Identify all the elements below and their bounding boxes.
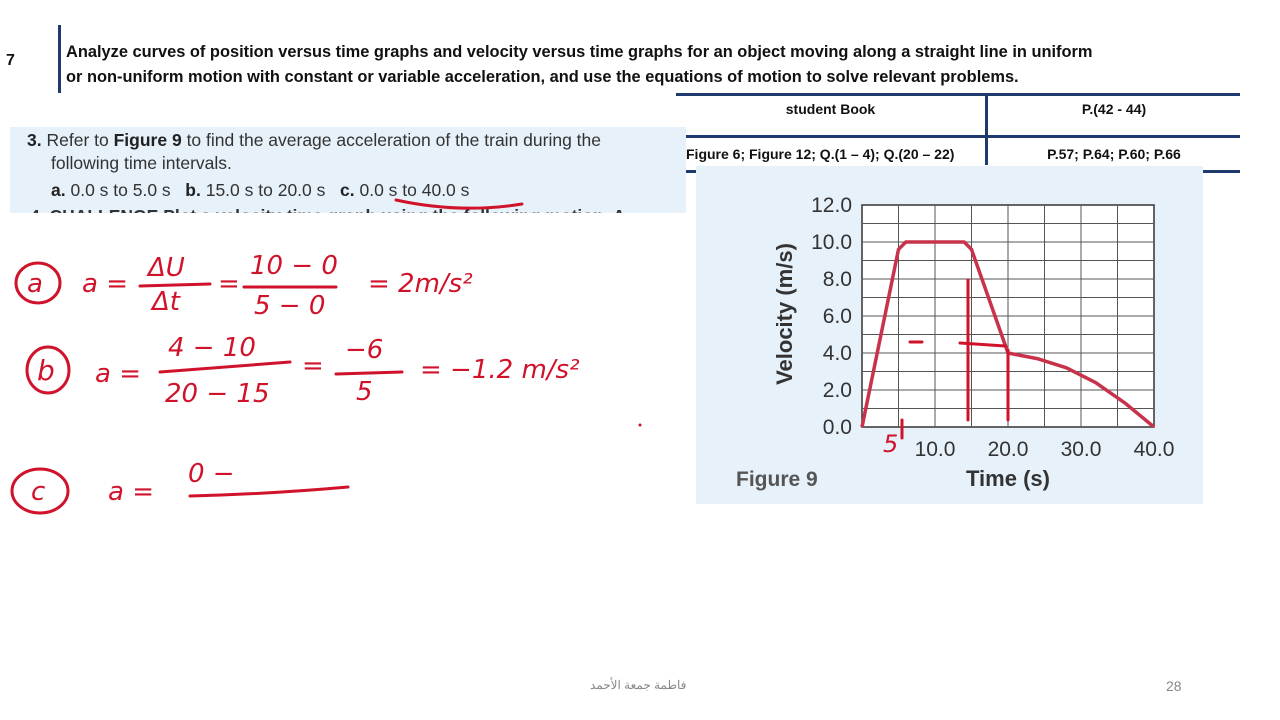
fraction-bar-b1 <box>158 360 292 374</box>
header-divider <box>58 25 61 93</box>
y-tick-label: 4.0 <box>823 342 852 365</box>
fraction-bar-c <box>188 485 350 498</box>
y-tick-label: 12.0 <box>811 194 852 217</box>
label-b: b <box>37 354 55 387</box>
question-line-1: 3. Refer to Figure 9 to find the average… <box>27 130 601 151</box>
eq-a-result: = 2m/s² <box>368 269 473 299</box>
y-tick-label: 8.0 <box>823 268 852 291</box>
figure-reference: Figure 9 <box>113 130 182 150</box>
part-a-text: 0.0 s to 5.0 s <box>70 180 171 200</box>
fraction-bar-a1 <box>138 282 212 288</box>
eq-b-num2: −6 <box>345 335 383 365</box>
x-tick-label: 20.0 <box>988 438 1029 461</box>
table-middle-rule <box>676 135 1240 138</box>
eq-a-num1: ΔU <box>146 253 185 283</box>
x-tick-label: 40.0 <box>1134 438 1175 461</box>
eq-b-var: a = <box>95 359 141 389</box>
objective-line-2: or non-uniform motion with constant or v… <box>66 68 1019 86</box>
y-tick-label: 2.0 <box>823 379 852 402</box>
eq-b-den2: 5 <box>356 377 373 407</box>
part-b-text: 15.0 s to 20.0 s <box>205 180 326 200</box>
x-axis-label: Time (s) <box>966 466 1050 491</box>
label-b-circle <box>25 345 71 395</box>
x-tick-label: 30.0 <box>1061 438 1102 461</box>
page-number: 28 <box>1166 678 1182 694</box>
part-c-label: c. <box>339 180 355 200</box>
row-number: 7 <box>6 52 15 69</box>
table-head-left: student Book <box>785 101 876 117</box>
table-top-rule <box>676 93 1240 96</box>
y-tick-label: 10.0 <box>811 231 852 254</box>
graph-level-mark <box>958 341 1007 348</box>
eq-b-num1: 4 − 10 <box>168 333 256 363</box>
eq-c-var: a = <box>108 477 154 507</box>
label-a: a <box>27 269 43 299</box>
graph-mark-5: 5 <box>883 430 898 458</box>
eq-a-num2: 10 − 0 <box>250 251 338 281</box>
table-column-rule <box>985 93 988 165</box>
eq-a-den1: Δt <box>150 287 181 317</box>
table-row-left: Figure 6; Figure 12; Q.(1 – 4); Q.(20 – … <box>686 146 955 162</box>
objective-line-1: Analyze curves of position versus time g… <box>66 43 1093 61</box>
velocity-series-line <box>860 240 1156 429</box>
question-panel <box>10 127 686 213</box>
x-tick-label: 10.0 <box>915 438 956 461</box>
eq-b-result: = −1.2 m/s² <box>420 355 580 385</box>
figure-9-chart: 0.02.04.06.08.010.012.010.0 20.0 30.0 40.0 … <box>736 194 1175 491</box>
question-text-b: to find the average acceleration of the … <box>186 130 601 150</box>
question-text-a: Refer to <box>46 130 109 150</box>
question-parts: a. 0.0 s to 5.0 s b. 15.0 s to 20.0 s c.… <box>51 180 469 201</box>
ink-dot <box>638 423 642 427</box>
y-tick-label: 0.0 <box>823 416 852 439</box>
eq-c-num: 0 − <box>188 459 235 489</box>
y-axis-label: Velocity (m/s) <box>772 243 797 385</box>
figure-caption: Figure 9 <box>736 468 818 491</box>
fraction-bar-b2 <box>334 370 404 376</box>
eq-b-den1: 20 − 15 <box>165 379 269 409</box>
eq-a-var: a = <box>82 269 128 299</box>
y-tick-label: 6.0 <box>823 305 852 328</box>
table-head-right: P.(42 - 44) <box>1081 101 1147 117</box>
label-c-circle <box>10 467 70 515</box>
part-b-label: b. <box>185 180 201 200</box>
part-c-underline <box>394 198 524 210</box>
question-number: 3. <box>27 130 42 150</box>
label-a-circle <box>14 261 62 305</box>
part-c-text: 0.0 s to 40.0 s <box>359 180 470 200</box>
question-line-2: following time intervals. <box>51 153 232 173</box>
table-row-right: P.57; P.64; P.60; P.66 <box>1047 146 1181 162</box>
part-a-label: a. <box>51 180 66 200</box>
eq-b-eq1: = <box>302 351 324 381</box>
label-c: c <box>31 477 45 507</box>
eq-a-den2: 5 − 0 <box>254 291 325 321</box>
author-name: فاطمة جمعة الأحمد <box>590 678 687 692</box>
learning-objective: Analyze curves of position versus time g… <box>66 40 1166 90</box>
cropped-next-question: 4. CHALLENGE Plot a velocity-time graph … <box>30 206 670 213</box>
eq-a-eq1: = <box>218 269 240 299</box>
